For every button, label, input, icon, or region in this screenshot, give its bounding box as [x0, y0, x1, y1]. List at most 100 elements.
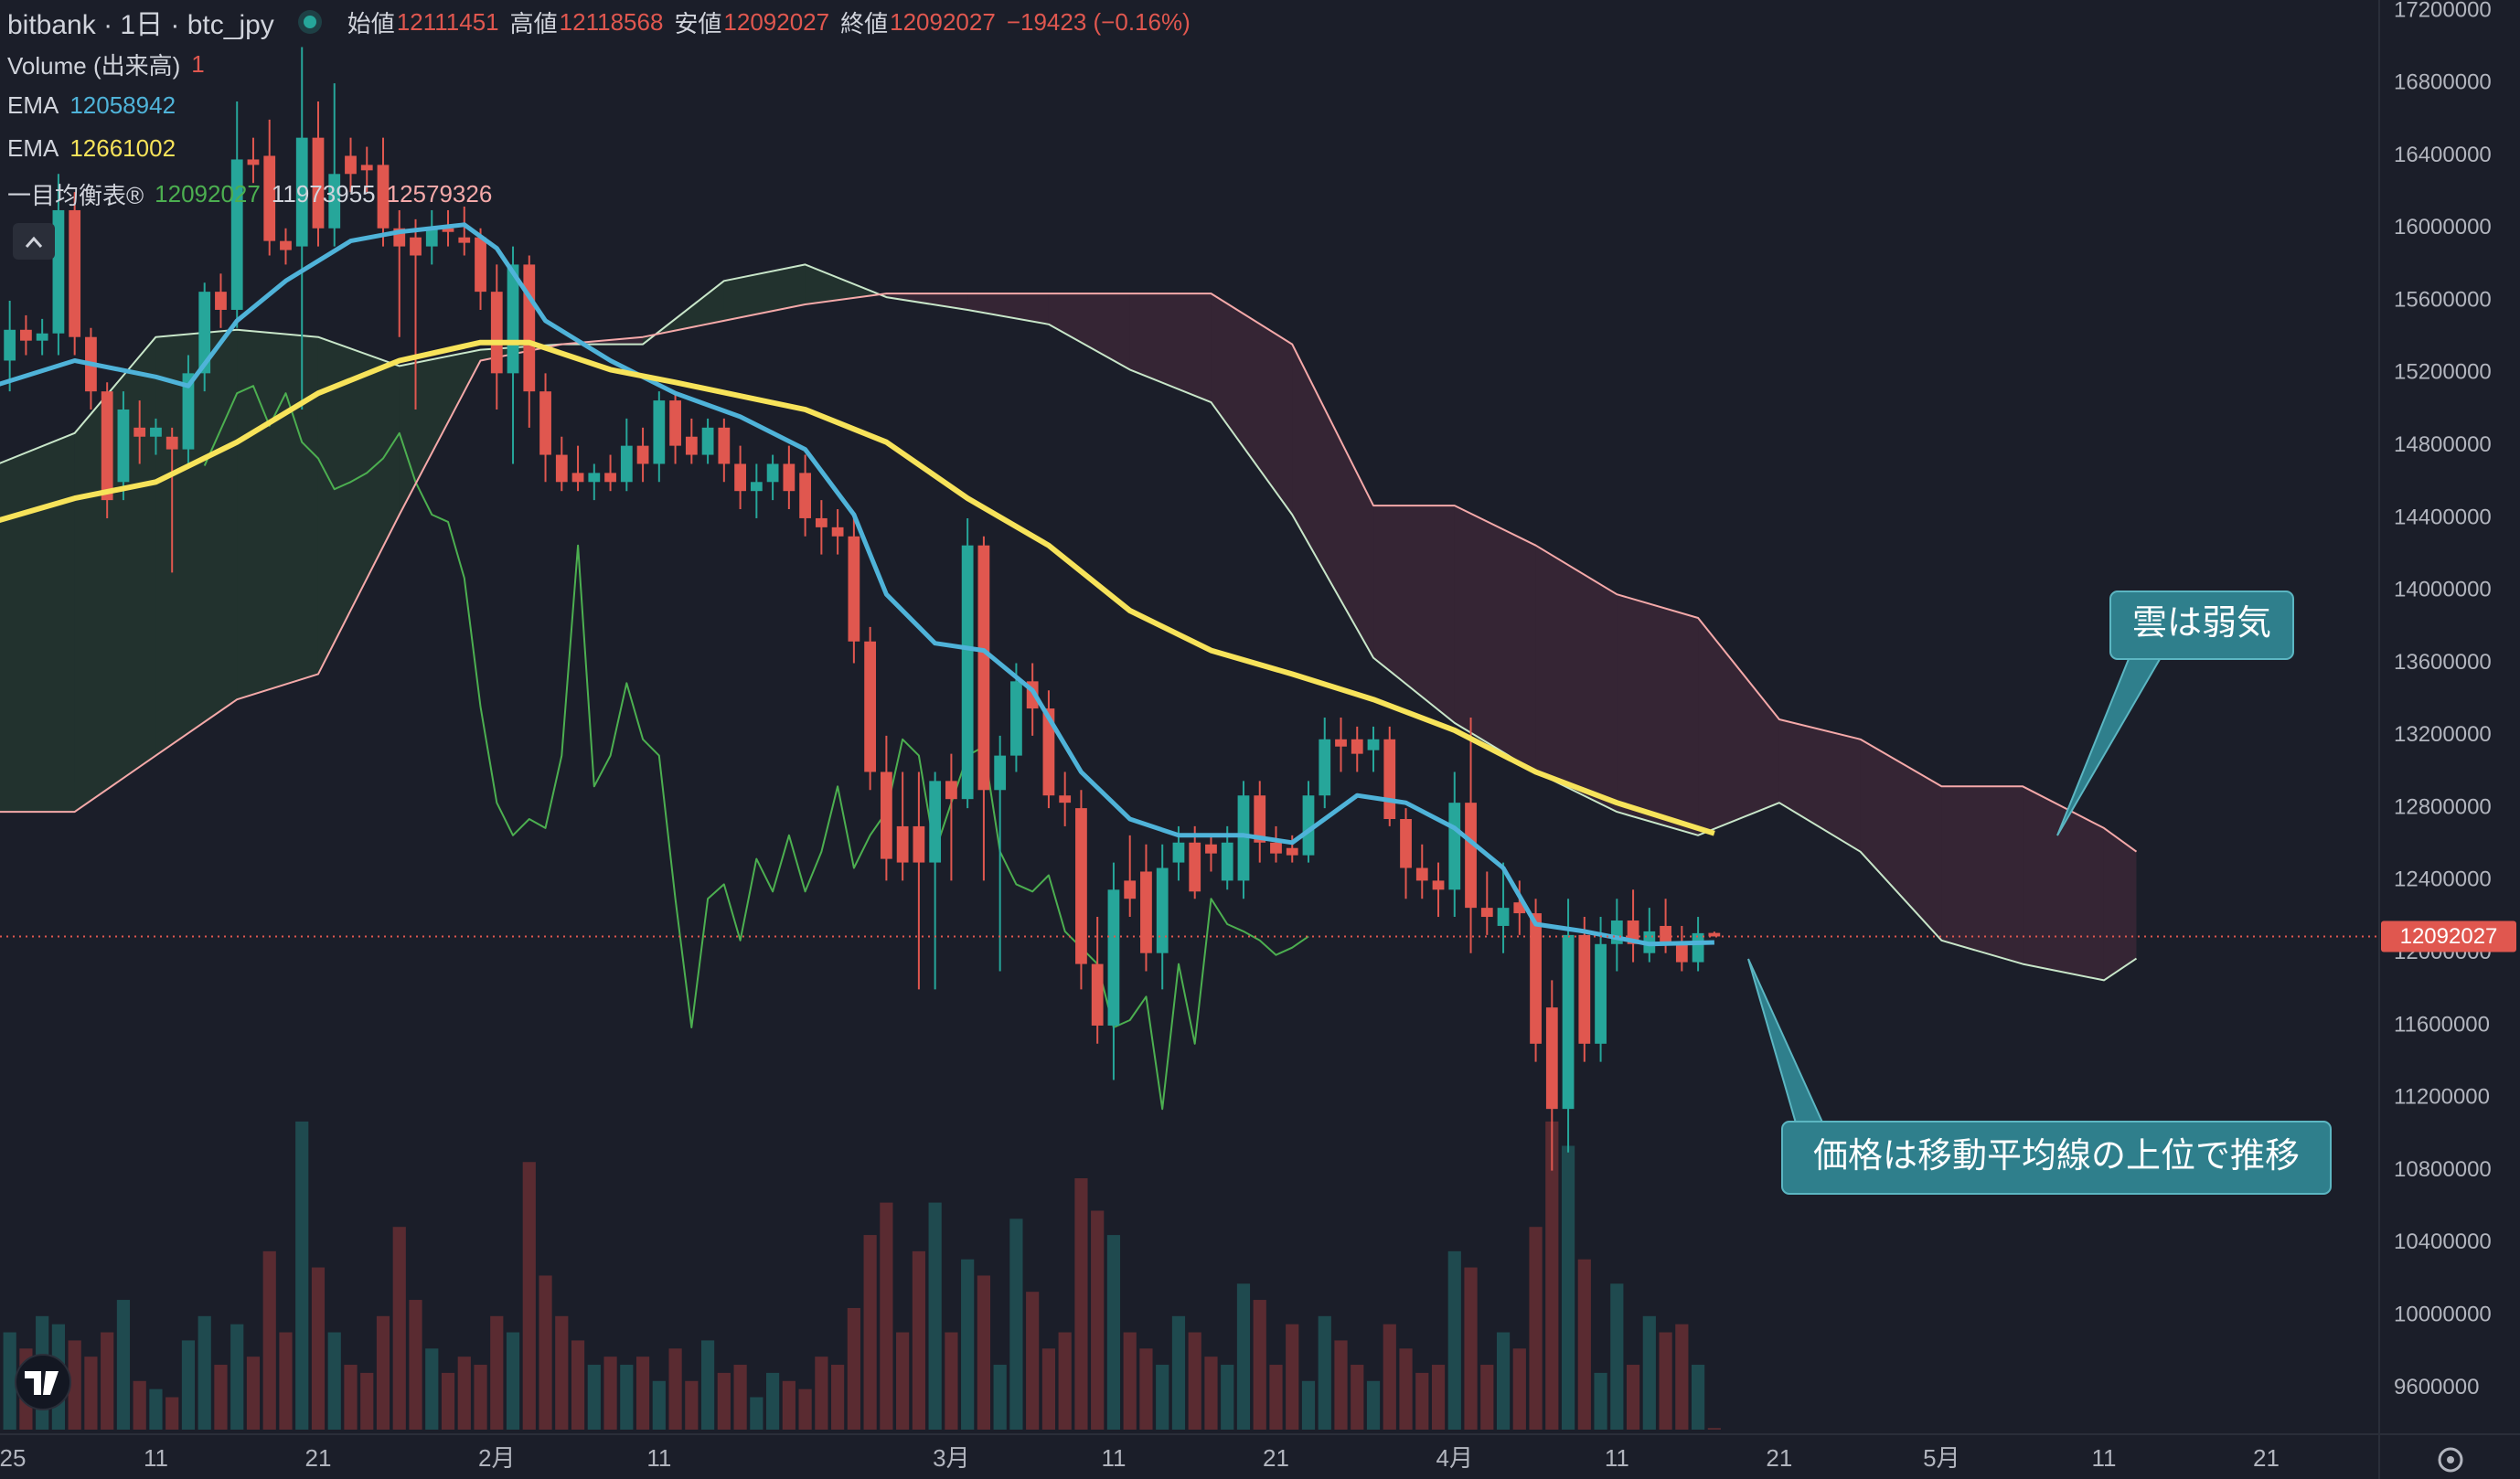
- legend-name: Volume (出来高): [7, 52, 181, 80]
- candle-body: [1578, 934, 1591, 1044]
- candle-body: [507, 264, 519, 374]
- ichimoku-layer: [0, 263, 2138, 1111]
- ema-line: [0, 339, 1715, 836]
- y-tick-label: 10400000: [2394, 1229, 2492, 1254]
- cloud-segment: [237, 329, 318, 700]
- candle-body: [1448, 803, 1461, 890]
- legend-value: 12579326: [386, 180, 493, 207]
- y-tick-label: 11200000: [2394, 1085, 2490, 1110]
- candle-body: [831, 527, 844, 537]
- candle-body: [718, 427, 731, 464]
- candle-body: [133, 427, 146, 437]
- candle-body: [1042, 708, 1055, 796]
- legend-row: EMA 12058942: [7, 91, 176, 120]
- candle-body: [442, 228, 454, 232]
- volume-bar: [1626, 1365, 1640, 1430]
- candle-body: [1595, 943, 1607, 1044]
- volume-bar: [457, 1357, 471, 1430]
- candle-body: [1383, 739, 1396, 819]
- volume-bar: [101, 1332, 114, 1430]
- volume-bar: [1106, 1235, 1121, 1430]
- cloud-segment: [1860, 739, 1942, 941]
- candle-body: [1497, 908, 1510, 926]
- collapse-button[interactable]: [13, 223, 55, 260]
- volume-bar: [392, 1227, 406, 1430]
- x-tick-label: 21: [305, 1444, 332, 1472]
- volume-bar: [798, 1389, 812, 1430]
- volume-bar: [198, 1315, 211, 1430]
- ema-line: [0, 222, 1714, 947]
- y-tick-label: 14400000: [2394, 505, 2492, 529]
- status-dot: [303, 16, 316, 28]
- gear-ring[interactable]: [2438, 1447, 2463, 1473]
- logo-circle[interactable]: [15, 1354, 71, 1410]
- volume-bar: [1383, 1324, 1396, 1430]
- volume-bar: [1074, 1177, 1088, 1430]
- y-tick-label: 15200000: [2394, 360, 2492, 385]
- ohlc-label: 終値: [840, 9, 889, 37]
- candle-body: [1270, 842, 1282, 854]
- chevron-icon: [25, 236, 43, 248]
- candle-body: [1692, 932, 1704, 963]
- candle-body: [475, 237, 486, 293]
- volume-bar: [539, 1275, 552, 1430]
- volume-bar: [766, 1372, 780, 1430]
- ohlc-value: 12092027: [723, 7, 830, 36]
- candle-body: [295, 137, 308, 247]
- ohlc-label: 高値: [509, 9, 558, 37]
- tv-logo[interactable]: [15, 1354, 71, 1410]
- y-tick-label: 11600000: [2394, 1012, 2490, 1037]
- cloud-segment: [399, 349, 481, 515]
- cloud-segment: [1292, 344, 1374, 658]
- volume-bar: [1415, 1372, 1429, 1430]
- candle-body: [150, 427, 162, 437]
- candle-body: [458, 237, 471, 243]
- volume-bar: [1577, 1259, 1591, 1430]
- candle-body: [263, 155, 276, 241]
- candle-body: [880, 771, 892, 859]
- volume-bar: [1091, 1210, 1105, 1430]
- volume-bar: [571, 1340, 585, 1430]
- cloud-segment: [723, 264, 806, 321]
- volume-bar: [425, 1348, 439, 1430]
- volume-bar: [1351, 1365, 1364, 1430]
- volume-bar: [668, 1348, 682, 1430]
- annotation-text: 価格は移動平均線の上位で推移: [1813, 1137, 2300, 1176]
- ohlc-value: 12118568: [559, 7, 664, 36]
- volume-bar: [327, 1332, 341, 1430]
- x-tick-label: 4月: [1436, 1444, 1473, 1472]
- volume-bar: [214, 1365, 228, 1430]
- volume-bar: [133, 1380, 146, 1430]
- candle-body: [345, 155, 357, 175]
- candle-body: [1254, 795, 1266, 843]
- settings-icon[interactable]: [2438, 1447, 2463, 1473]
- candle-body: [539, 391, 551, 455]
- candle-body: [669, 400, 681, 446]
- volume-bar: [652, 1380, 666, 1430]
- legend-row: EMA 12661002: [7, 134, 176, 163]
- volume-bar: [1447, 1250, 1461, 1430]
- volume-bar: [246, 1357, 261, 1430]
- gear-center: [2447, 1456, 2454, 1463]
- candle-body: [328, 174, 341, 229]
- button-bg[interactable]: [13, 223, 55, 260]
- legend-value: 11973955: [271, 180, 376, 207]
- y-tick-label: 17200000: [2394, 0, 2492, 22]
- cloud-segment: [1941, 786, 2023, 964]
- candle-body: [1286, 847, 1298, 856]
- candle-body: [1351, 739, 1363, 754]
- candle-body: [864, 641, 877, 772]
- ohlc-value: 12092027: [890, 7, 996, 36]
- last-price-tag: [2381, 920, 2516, 952]
- volume-bar: [230, 1324, 244, 1430]
- volume-bar: [376, 1315, 390, 1430]
- candle-body: [166, 436, 178, 450]
- candle-body: [799, 473, 812, 518]
- candle-body: [555, 454, 568, 483]
- volume-bar: [474, 1365, 487, 1430]
- volume-bar: [181, 1340, 196, 1430]
- volume-bar: [1512, 1348, 1526, 1430]
- volume-bar: [360, 1372, 374, 1430]
